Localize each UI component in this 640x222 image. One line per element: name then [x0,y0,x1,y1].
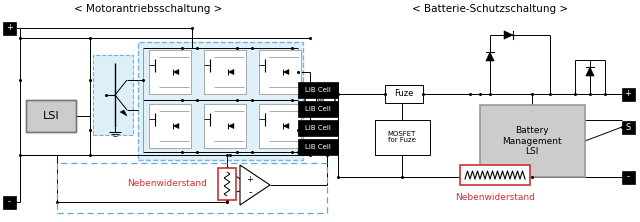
Text: LiB Cell: LiB Cell [305,106,331,112]
Polygon shape [586,67,594,76]
Bar [622,121,635,134]
Bar [622,88,635,101]
Bar [298,120,338,136]
Bar [218,168,236,200]
Text: -: - [8,198,11,206]
Bar [298,82,338,98]
Text: Nebenwiderstand: Nebenwiderstand [127,178,207,188]
Bar [480,105,585,177]
Polygon shape [120,110,127,116]
Bar [3,196,16,209]
Bar [26,100,76,132]
Bar [204,104,246,148]
Polygon shape [504,31,513,39]
Text: S: S [625,123,630,131]
Text: LSI: LSI [43,111,60,121]
Bar [57,163,327,213]
Text: LiB Cell: LiB Cell [305,144,331,150]
Text: Fuze: Fuze [394,89,413,99]
Bar [298,101,338,117]
Bar [26,100,76,132]
Text: MOSFET
for Fuze: MOSFET for Fuze [388,131,416,143]
Text: M: M [315,96,325,106]
Bar [204,50,246,94]
Text: < Motorantriebsschaltung >: < Motorantriebsschaltung > [74,4,222,14]
Bar [622,171,635,184]
Text: +: + [6,24,13,32]
Polygon shape [173,69,179,75]
Polygon shape [173,123,179,129]
Text: Nebenwiderstand: Nebenwiderstand [455,192,535,202]
Bar [259,50,301,94]
Polygon shape [283,123,289,129]
Bar [298,139,338,155]
Text: +: + [625,89,632,99]
Bar [138,42,303,160]
Text: -: - [627,172,630,182]
Bar [149,104,191,148]
Bar [28,102,76,132]
Text: < Batterie-Schutzschaltung >: < Batterie-Schutzschaltung > [412,4,568,14]
Text: +: + [246,174,253,184]
Text: Battery
Management
LSI: Battery Management LSI [502,126,562,156]
Bar [385,85,423,103]
Bar [375,120,430,155]
Bar [149,50,191,94]
Bar [93,55,133,135]
Text: LiB Cell: LiB Cell [305,87,331,93]
Text: LiB Cell: LiB Cell [305,125,331,131]
Polygon shape [486,52,494,61]
Bar [3,22,16,35]
Polygon shape [228,69,234,75]
Bar [460,165,530,185]
Polygon shape [283,69,289,75]
Polygon shape [228,123,234,129]
Text: -: - [248,187,252,197]
Bar [259,104,301,148]
